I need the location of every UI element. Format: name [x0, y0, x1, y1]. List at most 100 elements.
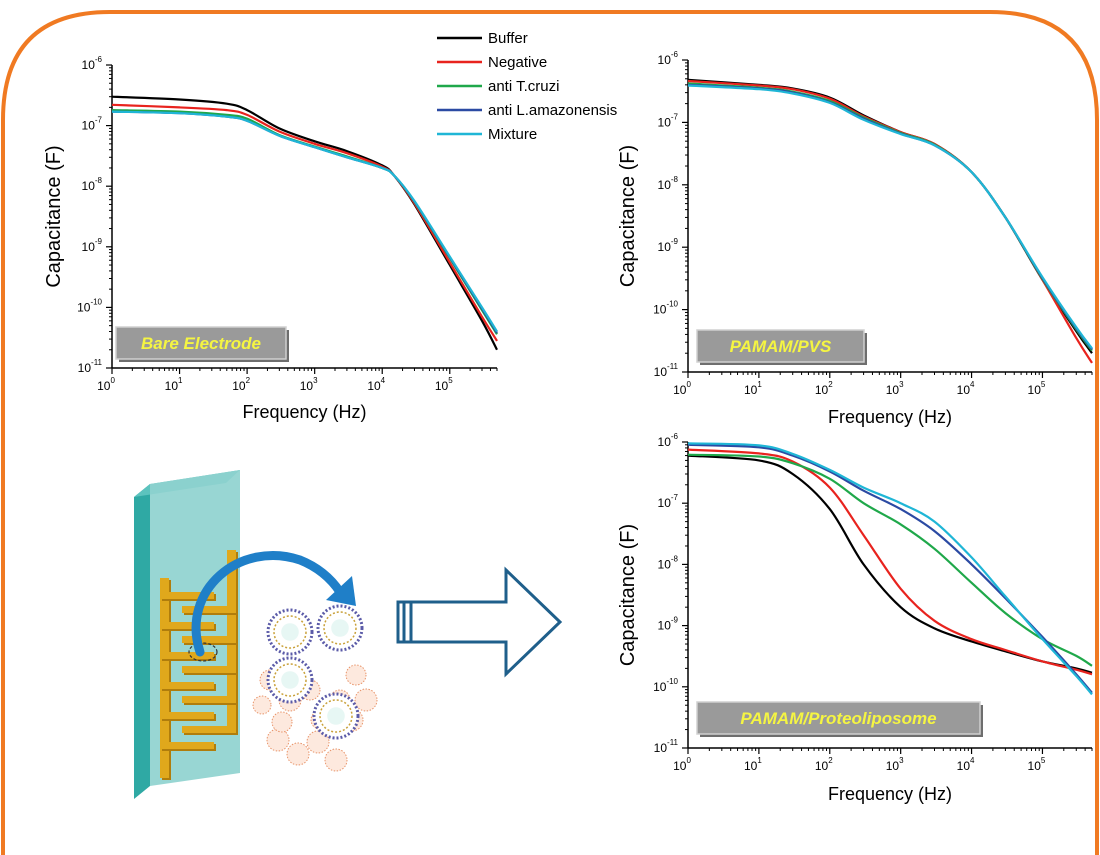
electrode-bar — [160, 742, 214, 749]
electrode-bar — [160, 622, 214, 629]
chart-pamam-pvs: 100 101 102 103 104 105 10-11 10-10 10-9 10-8 10-7… — [617, 50, 1093, 427]
proteoliposome-cluster-icon — [252, 604, 378, 772]
x-axis-title: Frequency (Hz) — [828, 407, 952, 427]
x-axis-title: Frequency (Hz) — [828, 784, 952, 804]
panel-label: Bare Electrode — [141, 334, 261, 353]
y-tick-label: 10-8 — [658, 175, 679, 192]
x-tick-label: 102 — [815, 380, 833, 397]
glass-slide-electrode-icon — [134, 470, 240, 799]
liposome — [312, 692, 360, 740]
legend: Buffer Negative anti T.cruzi anti L.amazone… — [437, 30, 617, 143]
electrode-bar — [182, 696, 236, 703]
panel-label-box — [696, 701, 981, 735]
lipid-bead — [252, 695, 272, 715]
curved-arrow-icon — [191, 551, 345, 657]
legend-entry: anti L.amazonensis — [488, 102, 617, 119]
lipid-bead — [266, 728, 290, 752]
y-tick-label: 10-11 — [78, 358, 103, 375]
series-line-buffer — [687, 78, 1093, 354]
y-tick-label: 10-10 — [77, 297, 102, 314]
x-tick-label: 105 — [1028, 756, 1046, 773]
focus-circle — [188, 642, 218, 662]
series-line-anti-l-amazonensis — [687, 443, 1093, 694]
y-tick-label: 10-8 — [658, 554, 679, 571]
legend-entry: Negative — [488, 54, 547, 71]
x-tick-label: 103 — [886, 380, 904, 397]
y-tick-label: 10-7 — [658, 112, 679, 129]
panel-label-box — [115, 326, 287, 360]
y-tick-label: 10-9 — [658, 237, 679, 254]
legend-entry: Buffer — [488, 30, 528, 47]
electrode-bar — [182, 726, 236, 733]
y-tick-label: 10-10 — [653, 677, 678, 694]
series-line-anti-t-cruzi — [687, 82, 1093, 352]
x-tick-label: 102 — [815, 756, 833, 773]
x-tick-label: 101 — [744, 756, 762, 773]
x-tick-label: 100 — [673, 756, 691, 773]
x-tick-label: 103 — [886, 756, 904, 773]
electrode-bar — [160, 712, 214, 719]
y-tick-label: 10-11 — [654, 738, 679, 755]
series-line-anti-t-cruzi — [687, 453, 1093, 667]
x-tick-label: 100 — [673, 380, 691, 397]
x-tick-label: 100 — [97, 376, 115, 393]
right-arrow-icon — [396, 566, 563, 678]
electrode-bar — [160, 652, 214, 659]
curved-arrow-head — [326, 576, 356, 606]
chart-pamam-proteoliposome: 100 101 102 103 104 105 10-11 10-10 10-9 10-8 10-7… — [617, 432, 1093, 804]
electrode-bar — [160, 592, 214, 599]
liposome — [266, 608, 314, 656]
series-line-anti-l-amazonensis — [687, 83, 1093, 351]
panel-label: PAMAM/PVS — [730, 337, 832, 356]
legend-entry: Mixture — [488, 126, 537, 143]
chart-bare-electrode: 100 101 102 103 104 105 10-11 10-10 10-9 10-8 10-7… — [43, 55, 498, 422]
series-line-mixture — [687, 84, 1093, 349]
electrode-bar — [182, 666, 236, 673]
liposome — [266, 656, 314, 704]
series-line-negative — [111, 103, 498, 342]
y-tick-label: 10-6 — [82, 55, 103, 72]
y-tick-label: 10-9 — [658, 616, 679, 633]
x-tick-label: 104 — [957, 380, 975, 397]
y-tick-label: 10-6 — [658, 432, 679, 449]
y-axis-title: Capacitance (F) — [617, 145, 639, 287]
lipid-bead — [286, 742, 310, 766]
x-axis-title: Frequency (Hz) — [242, 402, 366, 422]
x-tick-label: 102 — [232, 376, 250, 393]
series-line-negative — [687, 448, 1093, 676]
electrode-illustration — [134, 470, 378, 799]
y-axis-title: Capacitance (F) — [43, 145, 65, 287]
y-tick-label: 10-6 — [658, 50, 679, 67]
x-tick-label: 105 — [435, 376, 453, 393]
x-tick-label: 104 — [957, 756, 975, 773]
x-tick-label: 101 — [165, 376, 183, 393]
panel-label: PAMAM/Proteoliposome — [740, 709, 936, 728]
y-tick-label: 10-11 — [654, 362, 679, 379]
legend-entry: anti T.cruzi — [488, 78, 559, 95]
series-line-buffer — [111, 95, 498, 351]
series-line-mixture — [687, 442, 1093, 696]
electrode-bar — [182, 636, 236, 643]
y-tick-label: 10-7 — [82, 116, 103, 133]
x-tick-label: 104 — [367, 376, 385, 393]
liposome — [316, 604, 364, 652]
electrode-bar — [160, 578, 169, 778]
y-tick-label: 10-7 — [658, 493, 679, 510]
lipid-bead — [345, 664, 367, 686]
x-tick-label: 103 — [300, 376, 318, 393]
y-tick-label: 10-9 — [82, 237, 103, 254]
series-line-buffer — [687, 454, 1093, 674]
series-line-negative — [687, 79, 1093, 364]
y-tick-label: 10-10 — [653, 300, 678, 317]
y-tick-label: 10-8 — [82, 176, 103, 193]
x-tick-label: 105 — [1028, 380, 1046, 397]
electrode-bar — [160, 682, 214, 689]
lipid-bead — [271, 711, 293, 733]
panel-label-box — [696, 329, 865, 363]
lipid-bead — [354, 688, 378, 712]
x-tick-label: 101 — [744, 380, 762, 397]
orange-frame — [0, 10, 1099, 855]
electrode-bar — [182, 606, 236, 613]
series-line-mixture — [111, 110, 498, 333]
